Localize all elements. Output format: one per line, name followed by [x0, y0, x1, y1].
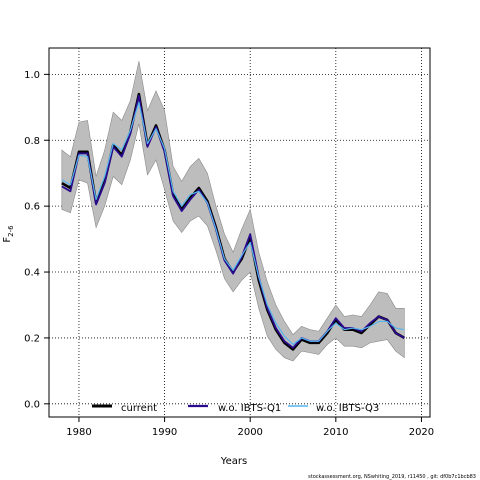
legend-item-wo-ibts-q1: w.o. IBTS-Q1: [188, 403, 281, 414]
legend-item-wo-ibts-q3: w.o. IBTS-Q3: [288, 403, 379, 414]
y-tick-label: 0.0: [24, 399, 40, 410]
y-axis: 0.0 0.2 0.4 0.6 0.8 1.0: [24, 70, 49, 410]
y-tick-label: 0.8: [24, 136, 40, 147]
y-axis-title-main: F: [2, 237, 13, 243]
legend-label: w.o. IBTS-Q3: [316, 403, 379, 414]
legend-label: current: [121, 403, 157, 414]
x-tick-label: 2010: [323, 427, 348, 438]
legend-item-current: current: [92, 403, 157, 414]
footer-credit: stockassessment.org, NSwhiting_2019, r11…: [308, 474, 476, 480]
y-tick-label: 0.6: [24, 202, 40, 213]
y-tick-label: 0.4: [24, 268, 40, 279]
y-axis-title: F2-6: [2, 225, 15, 243]
series-lines-group: [61, 92, 405, 351]
y-axis-title-subscript: 2-6: [7, 225, 15, 237]
series-line-wo-ibts-q1: [61, 94, 405, 349]
x-tick-label: 2000: [237, 427, 262, 438]
legend: current w.o. IBTS-Q1 w.o. IBTS-Q3: [92, 403, 379, 414]
plot-frame: [48, 47, 431, 418]
series-line-wo-ibts-q3: [61, 101, 405, 346]
confidence-band-group: [61, 61, 405, 362]
confidence-band: [61, 61, 405, 362]
legend-label: w.o. IBTS-Q1: [218, 403, 281, 414]
y-tick-label: 0.2: [24, 333, 40, 344]
x-tick-label: 1990: [152, 427, 177, 438]
x-tick-label: 2020: [409, 427, 434, 438]
y-tick-label: 1.0: [24, 70, 40, 81]
x-tick-label: 1980: [66, 427, 91, 438]
x-axis: 1980 1990 2000 2010 2020: [66, 417, 434, 438]
x-axis-title: Years: [220, 456, 247, 467]
